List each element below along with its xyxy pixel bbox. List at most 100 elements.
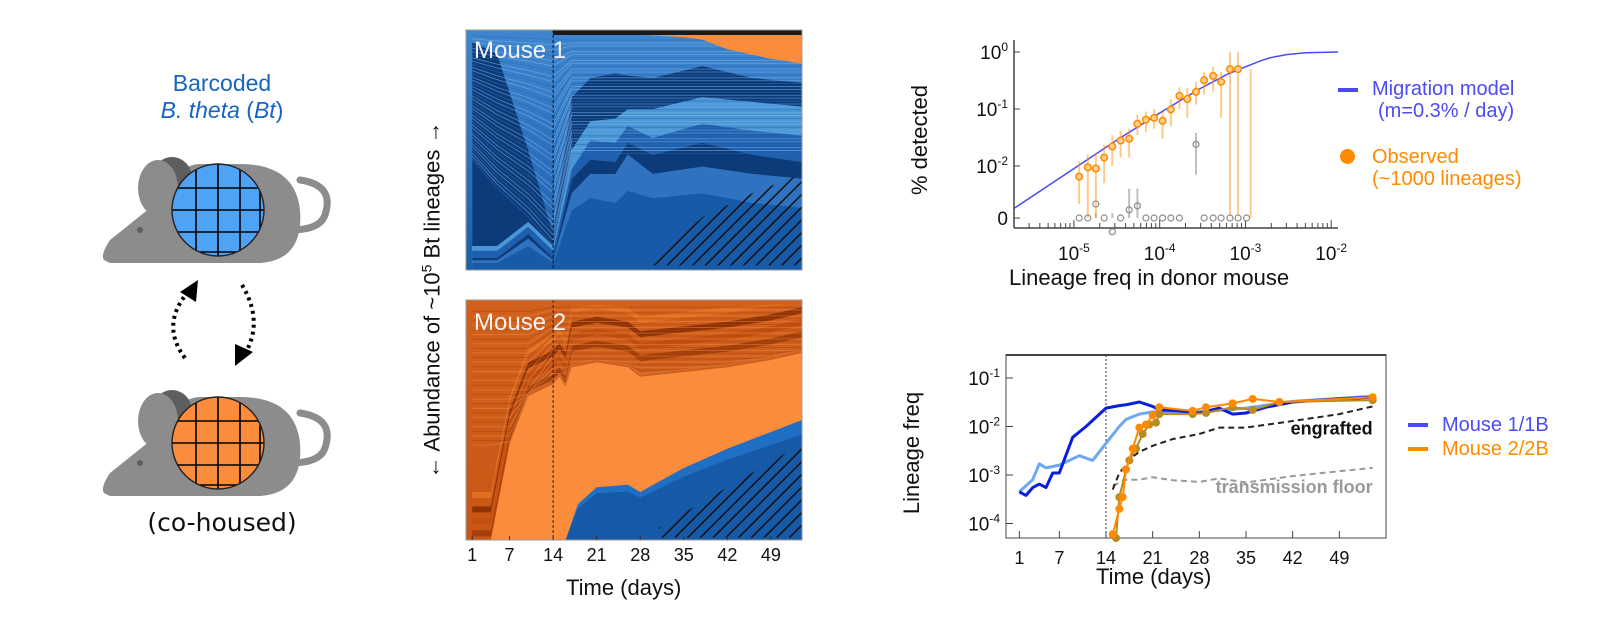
- lineage-streak: [472, 54, 802, 72]
- observed-point: [1100, 153, 1109, 162]
- mouse-1-icon: [102, 157, 331, 263]
- observed-point: [1083, 163, 1092, 172]
- lineage-streak: [472, 94, 802, 141]
- y-tick-label: 100: [980, 40, 1008, 64]
- series-line-transmission-floor: [1112, 466, 1373, 487]
- undetected-point: [1242, 214, 1251, 222]
- legend-line-swatch: [1408, 423, 1428, 427]
- lineage-streak: [472, 329, 802, 349]
- panel-label-mouse-1: Mouse 1: [474, 37, 567, 64]
- lineage-streak: [472, 63, 802, 88]
- lineage-streak: [472, 73, 802, 104]
- lineage-streak: [472, 312, 802, 322]
- lineage-streak: [472, 324, 802, 340]
- lineage-streak: [471, 115, 802, 178]
- y-tick-label: 10-2: [976, 154, 1008, 178]
- model-line: [1013, 51, 1339, 210]
- observed-point: [1133, 119, 1142, 128]
- lineage-streak: [472, 91, 802, 136]
- lineage-streak: [471, 152, 802, 247]
- observed-point: [1108, 142, 1117, 151]
- x-tick-label: 10-3: [1230, 241, 1262, 265]
- x-tick-label: 42: [1283, 548, 1303, 568]
- observed-point: [1166, 105, 1175, 114]
- plot-frame: [1005, 354, 1387, 539]
- observed-point: [1200, 76, 1209, 85]
- observed-point: [1225, 65, 1235, 74]
- y-tick-label: 10-4: [968, 512, 1000, 536]
- legend-sublabel-model: (m=0.3% / day): [1378, 100, 1515, 122]
- plot-area: 10-5 10-4 10-3 10-2 100 10-1 10-2 0: [976, 40, 1347, 265]
- paren-open: (: [239, 97, 254, 123]
- panel-frame: [465, 29, 803, 271]
- lineage-streak: [472, 350, 803, 391]
- legend-dot-swatch: [1340, 149, 1355, 164]
- x-tick-label: 10-4: [1144, 241, 1176, 265]
- lineage-streak: [472, 309, 802, 317]
- annotation-transmission-floor: transmission floor: [1216, 477, 1373, 497]
- observed-point: [1075, 172, 1084, 181]
- x-tick-label: 10-2: [1315, 241, 1347, 265]
- lineage-xlabel: Time (days): [1096, 564, 1212, 589]
- detection-chart: 10-5 10-4 10-3 10-2 100 10-1 10-2 0: [976, 40, 1347, 265]
- lineage-band: [472, 42, 802, 246]
- series-marker: [1248, 405, 1257, 414]
- series-marker: [1135, 423, 1144, 432]
- legend-label-model: Migration model: [1372, 78, 1515, 100]
- x-tick-label: 42: [717, 545, 737, 565]
- lineage-streak: [471, 123, 802, 194]
- lineage-streak: [472, 326, 802, 345]
- lineage-streak: [471, 112, 802, 173]
- undetected-point: [1192, 140, 1200, 148]
- lineage-streak: [472, 70, 802, 99]
- x-tick-label: 1: [467, 545, 477, 565]
- x-tick-label: 10-5: [1058, 241, 1090, 265]
- ylabel-exponent: 5: [418, 264, 435, 273]
- lineage-streak: [472, 97, 802, 146]
- legend-item-observed: Observed (~1000 lineages): [1338, 146, 1608, 194]
- barcode-grid-orange: [172, 397, 264, 489]
- undetected-point: [1133, 202, 1142, 210]
- lineage-streak: [472, 350, 803, 395]
- observed-point: [1183, 94, 1192, 104]
- panel-label-mouse-2: Mouse 2: [474, 309, 567, 336]
- lineage-streak: [472, 38, 802, 46]
- series-marker: [1148, 411, 1157, 420]
- lineage-band: [472, 154, 802, 263]
- undetected-point: [1142, 214, 1150, 222]
- cohoused-caption: (co-housed): [147, 508, 297, 537]
- undetected-point: [1175, 214, 1184, 222]
- lineage-streak: [472, 51, 802, 67]
- undetected-point: [1108, 228, 1116, 236]
- undetected-point: [1209, 214, 1217, 222]
- lineage-streak: [471, 144, 802, 231]
- lineage-streak: [471, 141, 802, 226]
- ylabel-suffix: Bt lineages →: [419, 121, 445, 265]
- lineage-streak: [472, 321, 802, 335]
- series-marker: [1128, 444, 1137, 453]
- engrafted-hatch: [658, 444, 802, 538]
- series-marker: [1122, 465, 1130, 474]
- lineage-streak: [472, 338, 802, 363]
- lineage-streak: [471, 106, 802, 162]
- series-marker: [1188, 406, 1197, 415]
- muller-plot-figure: 1 7 14 21 28 35 42 49: [465, 29, 803, 565]
- lineage-streak: [471, 126, 802, 199]
- undetected-point: [1092, 200, 1100, 208]
- lineage-streak: [472, 41, 802, 51]
- series-marker: [1248, 394, 1257, 403]
- series-marker: [1155, 403, 1164, 412]
- lineage-streak: [472, 335, 802, 359]
- lineage-streak: [472, 332, 802, 354]
- lineage-streak: [472, 57, 802, 77]
- x-tick-label: 7: [1054, 548, 1064, 568]
- lineage-streak: [472, 315, 802, 326]
- lineage-streak: [471, 132, 802, 210]
- lineage-streak: [472, 76, 802, 109]
- series-marker: [1138, 430, 1147, 439]
- muller-xlabel: Time (days): [566, 575, 682, 600]
- lineage-freq-chart: 10-1 10-2 10-3 10-4 1 7 14 21 28 35 42 49 engrafted t…: [968, 354, 1387, 568]
- y-tick-label: 10-1: [968, 366, 1000, 390]
- lineage-streak: [472, 82, 802, 120]
- x-tick-label: 28: [630, 545, 650, 565]
